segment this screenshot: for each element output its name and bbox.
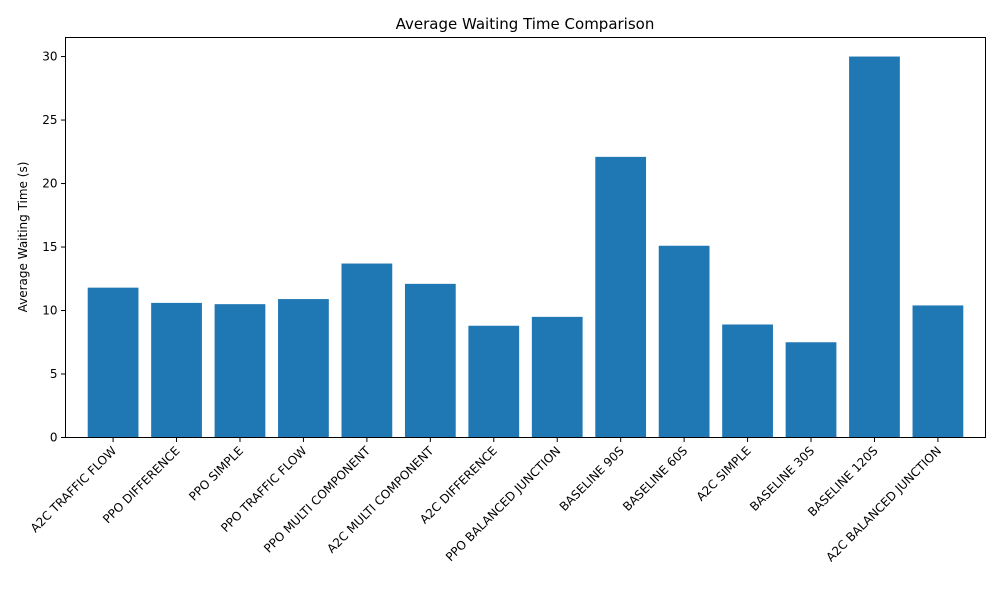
bar-baseline-30s <box>785 342 837 438</box>
chart-title: Average Waiting Time Comparison <box>396 15 655 33</box>
y-tick-label: 30 <box>42 50 57 64</box>
bar-a2c-traffic-flow <box>87 287 139 438</box>
bar-a2c-multi-component <box>404 283 456 438</box>
plot-frame <box>65 37 986 438</box>
bar-baseline-90s <box>595 156 647 438</box>
bar-ppo-difference <box>151 302 202 438</box>
bar-a2c-simple <box>722 324 773 438</box>
bar-ppo-balanced-junction <box>531 316 583 438</box>
y-axis: 0 5 10 15 20 25 30 <box>42 50 66 445</box>
y-tick-label: 5 <box>50 367 58 381</box>
y-tick-label: 0 <box>50 431 58 445</box>
bar-ppo-multi-component <box>341 263 393 438</box>
bars-group <box>87 56 964 438</box>
bar-a2c-difference <box>468 325 520 438</box>
y-tick-label: 25 <box>42 113 57 127</box>
y-axis-label: Average Waiting Time (s) <box>16 162 30 313</box>
y-tick-label: 15 <box>42 240 57 254</box>
bar-baseline-120s <box>849 56 900 438</box>
bar-ppo-traffic-flow <box>278 299 329 438</box>
bar-baseline-60s <box>658 245 710 438</box>
bar-a2c-balanced-junction <box>912 305 964 438</box>
y-tick-label: 20 <box>42 177 57 191</box>
bar-ppo-simple <box>214 304 266 438</box>
y-tick-label: 10 <box>42 304 57 318</box>
